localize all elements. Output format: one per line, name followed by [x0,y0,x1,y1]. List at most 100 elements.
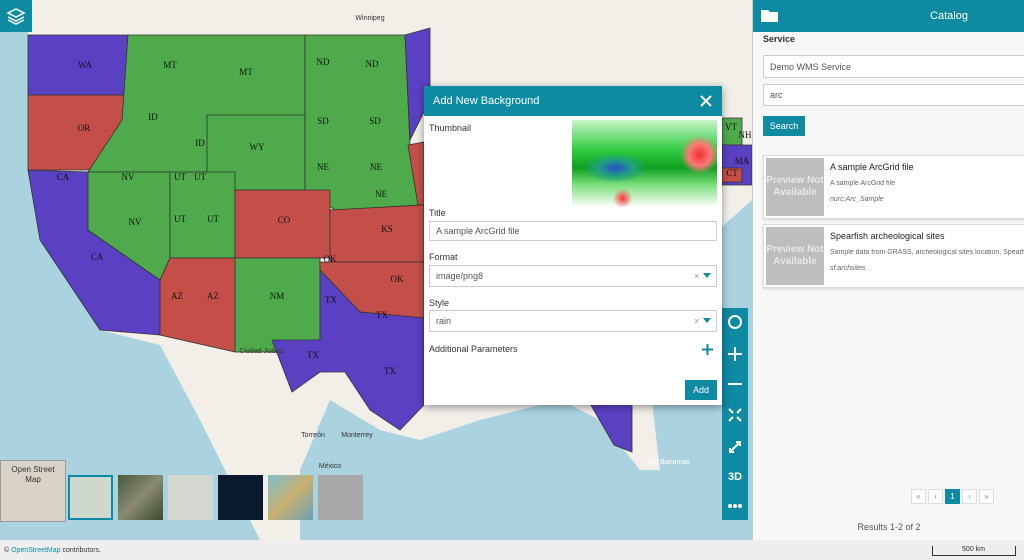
background-active[interactable]: Open Street Map [0,460,66,522]
result-description: A sample ArcGrid file [830,180,895,187]
state-label: TX [307,350,319,360]
search-input[interactable]: arc [763,84,1024,106]
state-label: AZ [207,291,219,301]
state-label: NE [370,162,382,172]
folder-icon [761,10,778,22]
state-label: ID [195,138,205,148]
caret[interactable] [703,318,711,324]
result-card[interactable]: Preview Not Available A sample ArcGrid fi… [763,155,1024,219]
place-label: Winnipeg [355,15,384,22]
page-button[interactable]: « [911,489,926,504]
state [721,167,743,183]
state-label: NH [739,130,752,140]
service-select[interactable]: Demo WMS Service [763,55,1024,78]
state-label: TX [376,310,388,320]
caret[interactable] [703,273,711,279]
attribution-link[interactable]: OpenStreetMap [11,546,61,554]
add-parameter[interactable] [702,344,713,355]
state-label: UT [194,172,206,182]
footer: © OpenStreetMap contributors. 500 km [0,540,1024,560]
state-label: CA [91,252,104,262]
state-label: SD [369,116,381,126]
select-value: image/png8 [436,271,484,281]
page-button[interactable]: › [962,489,977,504]
background-thumb[interactable] [268,475,313,520]
search-button[interactable]: Search [763,116,805,136]
dialog-header: Add New Background [424,86,722,116]
attribution-text: contributors. [62,546,102,554]
state-label: MA [735,156,750,166]
pacific-ocean [0,0,260,540]
style-select[interactable]: rain [429,310,717,332]
background-thumb[interactable] [118,475,163,520]
state-label: MT [163,60,177,70]
toggle-3d[interactable]: 3D [728,471,742,483]
fullscreen-icon[interactable] [728,408,742,422]
zoom-in-icon[interactable] [728,347,742,361]
state [159,257,236,353]
thumbnail[interactable] [572,120,717,207]
field-label: Style [429,298,450,308]
state [234,257,321,353]
state [329,204,425,263]
locate-icon[interactable] [728,315,742,329]
state-label: ND [366,59,379,69]
result-name: nurc:Arc_Sample [830,196,884,203]
toolbar: 3D [722,308,748,520]
format-select[interactable]: image/png8 [429,265,717,287]
pagination: «‹ 1 ›» [911,489,994,504]
close-button[interactable] [700,95,712,107]
state-label: KS [381,224,393,234]
add-button[interactable]: Add [685,380,717,400]
result-title: Spearfish archeological sites [830,231,945,241]
catalog-title: Catalog [930,10,968,22]
state-label: CT [726,168,738,178]
state-label: TX [325,295,337,305]
state-label: OR [78,123,91,133]
state-label: NV [122,172,135,182]
field-label: Additional Parameters [429,344,518,354]
catalog-header: Catalog [753,0,1024,32]
expand-icon[interactable] [729,441,741,453]
clear-button[interactable]: × [694,316,700,326]
catalog-panel: Catalog Service Demo WMS Service arc Sea… [752,0,1024,540]
page-button[interactable]: ‹ [928,489,943,504]
state-label: CO [278,215,291,225]
layers-icon [6,8,26,25]
no-preview: Preview Not Available [766,158,824,216]
state-label: OK [391,274,404,284]
place-label: Torreón [301,432,325,439]
select-value: rain [436,316,452,326]
copyright: © [4,546,10,554]
background-thumb[interactable] [218,475,263,520]
no-preview: Preview Not Available [766,227,824,285]
state-label: VT [725,122,737,132]
result-description: Sample data from GRASS, archeological si… [830,249,1024,256]
state-label: CA [57,172,70,182]
page-button[interactable]: » [979,489,994,504]
background-thumb[interactable] [68,475,113,520]
state-label: SD [317,116,329,126]
map-labels: WA MT MT ND ND OR ID ID SD SD WY NE NE NE CA NV UT UT NV UT… [57,15,752,470]
background-thumb[interactable] [168,475,213,520]
dialog-title: Add New Background [433,95,540,107]
state-label: UT [174,214,186,224]
result-card[interactable]: Preview Not Available Spearfish archeolog… [763,224,1024,288]
background-name: Open Street Map [11,465,55,484]
layers-button[interactable] [0,0,32,32]
state-label: NE [375,189,387,199]
scale-bar: 500 km [932,546,1016,556]
result-name: sf:archsites [830,265,866,272]
state-label: UT [207,214,219,224]
gulf-caribbean [300,400,752,540]
page-button[interactable]: 1 [945,489,960,504]
place-label: The Bahamas [646,459,690,466]
background-thumb[interactable] [318,475,363,520]
field-label: Thumbnail [429,123,472,133]
toolbar-icons: 3D [728,315,742,508]
field-label: Title [429,208,446,218]
clear-button[interactable]: × [694,271,700,281]
title-input[interactable]: A sample ArcGrid file [429,221,717,241]
state-label: NE [317,162,329,172]
